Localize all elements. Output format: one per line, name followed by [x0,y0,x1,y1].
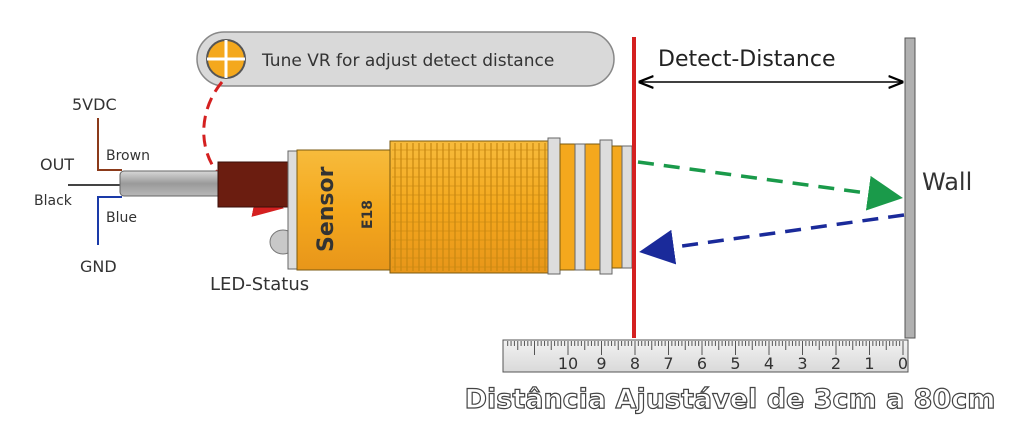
wall-label: Wall [922,168,972,196]
tune-tooltip: Tune VR for adjust detect distance [196,31,615,87]
wire-out-label: OUT [40,155,74,174]
emit-arrow [637,160,903,211]
wire-black-label: Black [34,193,73,209]
detect-distance-label: Detect-Distance [658,47,836,72]
ruler-tick-label: 8 [630,354,640,373]
sensor-body [296,137,633,275]
led-status-label: LED-Status [210,274,309,295]
crosshair-knob-icon [206,39,246,79]
ruler-tick-label: 4 [764,354,774,373]
ruler-tick-label: 5 [730,354,740,373]
ruler-tick-label: 9 [596,354,606,373]
wire-blue-label: Blue [106,210,137,226]
ruler-tick-label: 10 [558,354,578,373]
wire-5vdc-label: 5VDC [72,95,117,114]
return-arrow [639,213,905,265]
wall [904,37,916,339]
sensor-cable [119,170,231,197]
ruler-tick-label: 3 [797,354,807,373]
range-caption: Distância Ajustável de 3cm a 80cm [465,384,996,415]
tooltip-text: Tune VR for adjust detect distance [261,51,554,71]
model-label: E18 [360,200,376,229]
ruler-tick-label: 2 [831,354,841,373]
wires: 5VDC Brown OUT Black Blue GND [34,95,150,276]
wire-gnd-label: GND [80,257,117,276]
ruler-tick-label: 1 [864,354,874,373]
sensor-label: Sensor [314,166,339,252]
ruler-tick-label: 6 [697,354,707,373]
ruler-tick-label: 0 [898,354,908,373]
distance-ruler: 10 9 8 7 6 5 4 3 2 1 0 [502,339,909,373]
cable-gland [217,161,291,208]
wire-brown-label: Brown [106,148,150,164]
ruler-tick-label: 7 [663,354,673,373]
